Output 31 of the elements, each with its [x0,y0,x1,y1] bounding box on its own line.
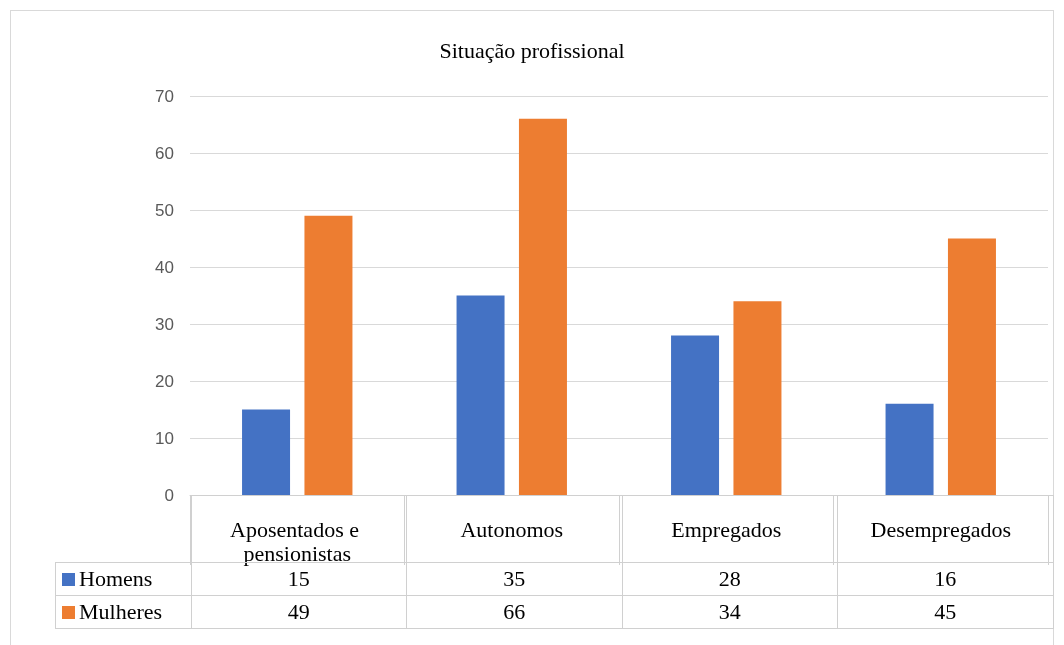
y-tick-label: 10 [155,428,174,448]
bar [885,403,934,495]
bar [518,118,567,495]
y-tick-label: 60 [155,143,174,163]
legend-label: Mulheres [55,595,191,629]
x-tick-label: Desempregados [870,516,1012,542]
data-label: 15 [287,566,310,591]
y-tick-label: 70 [155,86,174,106]
data-label: 34 [622,595,838,629]
y-tick-label: 0 [164,485,174,505]
data-label: 45 [837,595,1053,629]
y-tick-label: 40 [155,257,174,277]
y-tick-label: 30 [155,314,174,334]
x-tick-label: Aposentados e pensionistas [230,516,365,566]
y-tick-label: 50 [155,200,174,220]
y-tick-label: 20 [155,371,174,391]
bar [671,335,720,495]
bar [242,409,291,495]
bar [304,215,353,495]
data-label: 35 [406,562,622,596]
bar [733,301,782,495]
data-label: 16 [837,562,1053,596]
data-label: 49 [191,595,407,629]
bar [947,238,996,495]
data-label: 28 [622,562,838,596]
x-tick-label: Autonomos [460,516,564,542]
chart-title: Situação profissional [439,37,625,63]
bar [456,295,505,495]
x-tick-label: Empregados [671,516,782,542]
legend-label: Homens [55,562,191,596]
data-label: 66 [406,595,622,629]
